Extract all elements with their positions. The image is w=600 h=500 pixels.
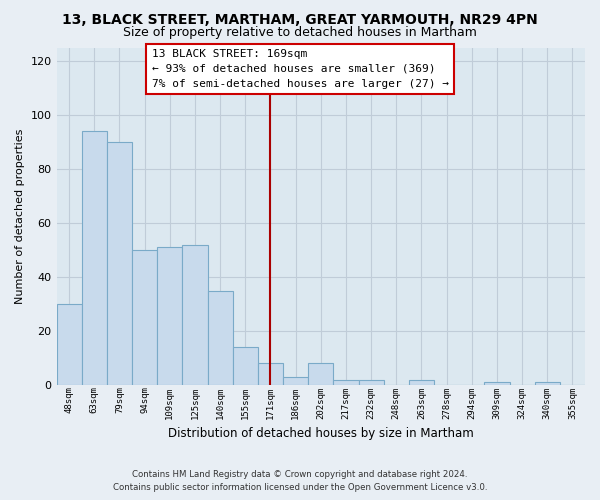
Bar <box>208 290 233 385</box>
Y-axis label: Number of detached properties: Number of detached properties <box>15 128 25 304</box>
Bar <box>157 248 182 385</box>
X-axis label: Distribution of detached houses by size in Martham: Distribution of detached houses by size … <box>168 427 473 440</box>
Bar <box>359 380 383 385</box>
Bar <box>182 244 208 385</box>
Text: 13 BLACK STREET: 169sqm
← 93% of detached houses are smaller (369)
7% of semi-de: 13 BLACK STREET: 169sqm ← 93% of detache… <box>152 49 449 89</box>
Bar <box>258 364 283 385</box>
Text: Contains HM Land Registry data © Crown copyright and database right 2024.
Contai: Contains HM Land Registry data © Crown c… <box>113 470 487 492</box>
Bar <box>233 347 258 385</box>
Text: Size of property relative to detached houses in Martham: Size of property relative to detached ho… <box>123 26 477 39</box>
Bar <box>56 304 82 385</box>
Bar <box>283 377 308 385</box>
Text: 13, BLACK STREET, MARTHAM, GREAT YARMOUTH, NR29 4PN: 13, BLACK STREET, MARTHAM, GREAT YARMOUT… <box>62 12 538 26</box>
Bar <box>308 364 334 385</box>
Bar <box>107 142 132 385</box>
Bar <box>535 382 560 385</box>
Bar <box>409 380 434 385</box>
Bar <box>82 131 107 385</box>
Bar <box>484 382 509 385</box>
Bar <box>132 250 157 385</box>
Bar <box>334 380 359 385</box>
